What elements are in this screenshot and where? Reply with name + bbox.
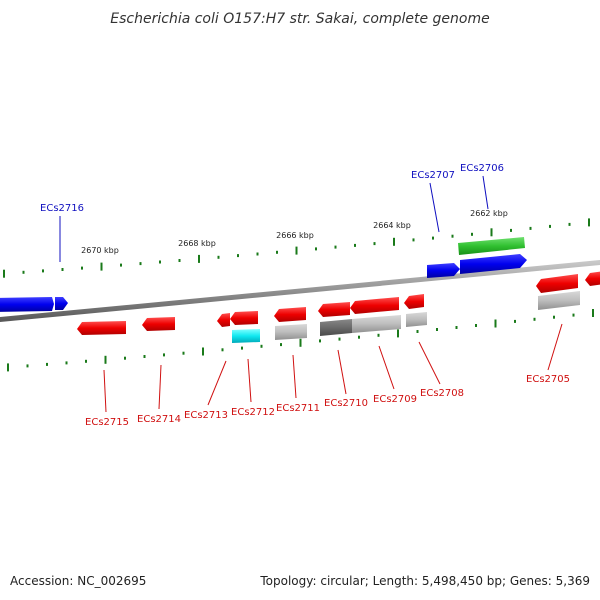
gene-label[interactable]: ECs2711 — [276, 403, 320, 414]
gene-arrow-ECs2710[interactable] — [320, 319, 352, 336]
leader-line — [247, 358, 252, 403]
ruler-label: 2662 kbp — [470, 209, 508, 218]
gene-arrow[interactable] — [404, 294, 424, 309]
genome-backbone — [0, 259, 600, 323]
gene-arrow[interactable] — [585, 271, 600, 286]
ruler-label: 2666 kbp — [276, 231, 314, 240]
gene-arrow[interactable] — [350, 297, 399, 314]
reverse-strand-genes — [77, 271, 600, 343]
leader-line — [482, 175, 489, 210]
leader-line — [337, 349, 347, 395]
gene-arrow-ECs2705[interactable] — [536, 274, 578, 293]
gene-label[interactable]: ECs2710 — [324, 398, 368, 409]
gene-arrow-ECs2715[interactable] — [77, 321, 126, 335]
gene-label[interactable]: ECs2709 — [373, 394, 417, 405]
gene-label[interactable]: ECs2716 — [40, 203, 84, 214]
gene-arrow-ECs2716[interactable] — [0, 297, 54, 312]
gene-label-leaders — [59, 175, 563, 413]
genome-summary-text: Topology: circular; Length: 5,498,450 bp… — [260, 574, 590, 588]
leader-line — [207, 360, 227, 406]
gene-arrow[interactable] — [318, 302, 350, 317]
genome-title: Escherichia coli O157:H7 str. Sakai, com… — [110, 11, 489, 27]
ruler-label: 2664 kbp — [373, 221, 411, 230]
leader-line — [547, 323, 563, 371]
gene-label[interactable]: ECs2715 — [85, 417, 129, 428]
gene-arrow[interactable] — [230, 311, 258, 325]
accession-text: Accession: NC_002695 — [10, 574, 147, 588]
leader-line — [378, 345, 395, 390]
gene-labels: ECs2716 ECs2707 ECs2706 ECs2715 ECs2714 … — [40, 163, 570, 428]
gene-arrow[interactable] — [55, 297, 68, 310]
gene-arrow-ECs2709[interactable] — [352, 315, 401, 333]
gene-arrow-ECs2713[interactable] — [217, 313, 230, 327]
leader-line — [103, 369, 107, 413]
gene-label[interactable]: ECs2705 — [526, 374, 570, 385]
gene-label[interactable]: ECs2707 — [411, 170, 455, 181]
sequence-ruler: 2670 kbp 2668 kbp 2666 kbp 2664 kbp 2662… — [81, 209, 508, 255]
ruler-ticks — [3, 218, 594, 372]
gene-arrow-ECs2714[interactable] — [142, 317, 175, 331]
ruler-label: 2670 kbp — [81, 246, 119, 255]
leader-line — [158, 364, 162, 410]
gene-arrow-ECs2712[interactable] — [232, 329, 260, 343]
gene-label[interactable]: ECs2708 — [420, 388, 464, 399]
gene-arrow-ECs2707[interactable] — [427, 263, 460, 278]
gene-arrow-ECs2711[interactable] — [275, 324, 307, 340]
gene-arrow[interactable] — [460, 254, 527, 274]
gene-label[interactable]: ECs2712 — [231, 407, 275, 418]
gene-arrow[interactable] — [538, 291, 580, 310]
leader-line — [429, 182, 440, 233]
gene-arrow-ECs2708[interactable] — [406, 312, 427, 327]
gene-label[interactable]: ECs2714 — [137, 414, 181, 425]
forward-strand-genes — [0, 237, 527, 312]
leader-line — [292, 354, 297, 399]
leader-line — [418, 341, 441, 385]
ruler-label: 2668 kbp — [178, 239, 216, 248]
gene-label[interactable]: ECs2706 — [460, 163, 504, 174]
gene-arrow-ECs2706[interactable] — [458, 237, 525, 255]
gene-label[interactable]: ECs2713 — [184, 410, 228, 421]
gene-arrow[interactable] — [274, 307, 306, 322]
